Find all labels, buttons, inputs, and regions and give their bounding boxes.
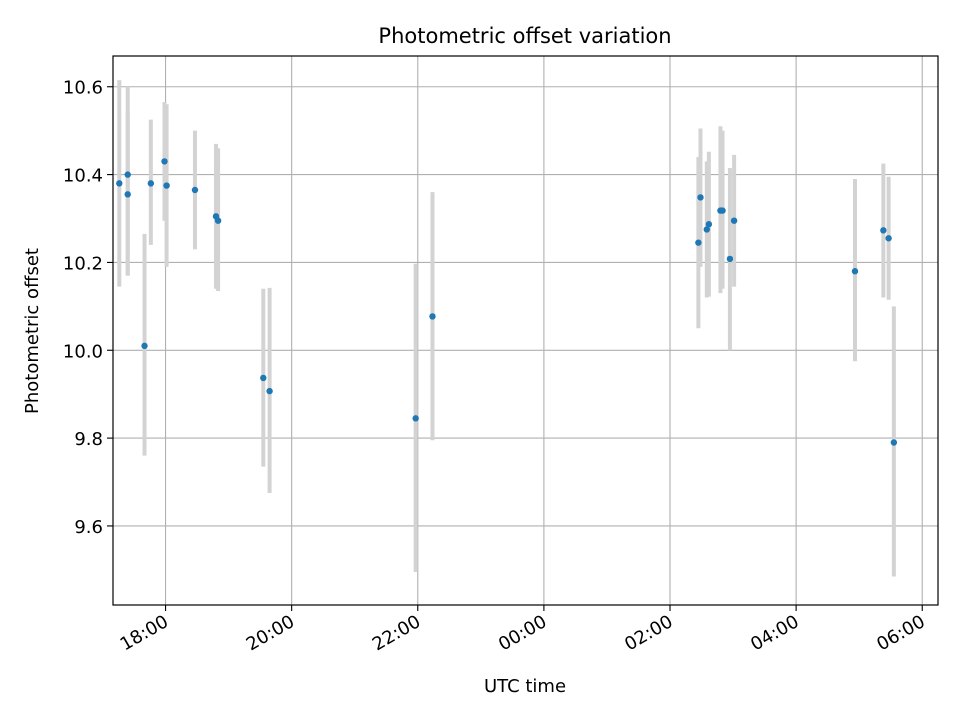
y-tick-label: 10.6 [63, 78, 103, 99]
data-point [124, 171, 131, 178]
axes-frame [112, 55, 939, 606]
chart-title: Photometric offset variation [378, 24, 671, 48]
y-tick-label: 9.8 [74, 429, 103, 450]
data-point [697, 194, 704, 201]
data-point [705, 221, 713, 228]
data-point [116, 180, 123, 187]
data-point [719, 207, 726, 214]
y-tick-label: 10.0 [63, 341, 103, 362]
grid [113, 56, 938, 605]
data-point [124, 191, 131, 198]
data-points [116, 158, 898, 446]
data-point [412, 415, 419, 422]
data-point [191, 186, 199, 194]
data-point [147, 180, 155, 187]
y-tick-label: 10.2 [63, 253, 103, 274]
data-point [429, 313, 436, 320]
data-point [266, 387, 273, 395]
data-point [851, 268, 859, 275]
data-point [703, 226, 710, 233]
data-point [890, 439, 898, 446]
x-axis-label: UTC time [484, 676, 566, 697]
data-point [880, 227, 887, 234]
y-tick-label: 9.6 [74, 517, 103, 538]
data-point [161, 158, 168, 165]
data-point [885, 235, 892, 242]
data-point [163, 182, 170, 189]
y-tick-label: 10.4 [63, 166, 103, 187]
y-axis-label: Photometric offset [22, 248, 43, 414]
data-point [260, 374, 267, 382]
data-point [726, 255, 734, 263]
data-point [214, 217, 222, 224]
data-point [695, 239, 702, 246]
data-point [730, 217, 738, 224]
data-point [141, 342, 148, 350]
